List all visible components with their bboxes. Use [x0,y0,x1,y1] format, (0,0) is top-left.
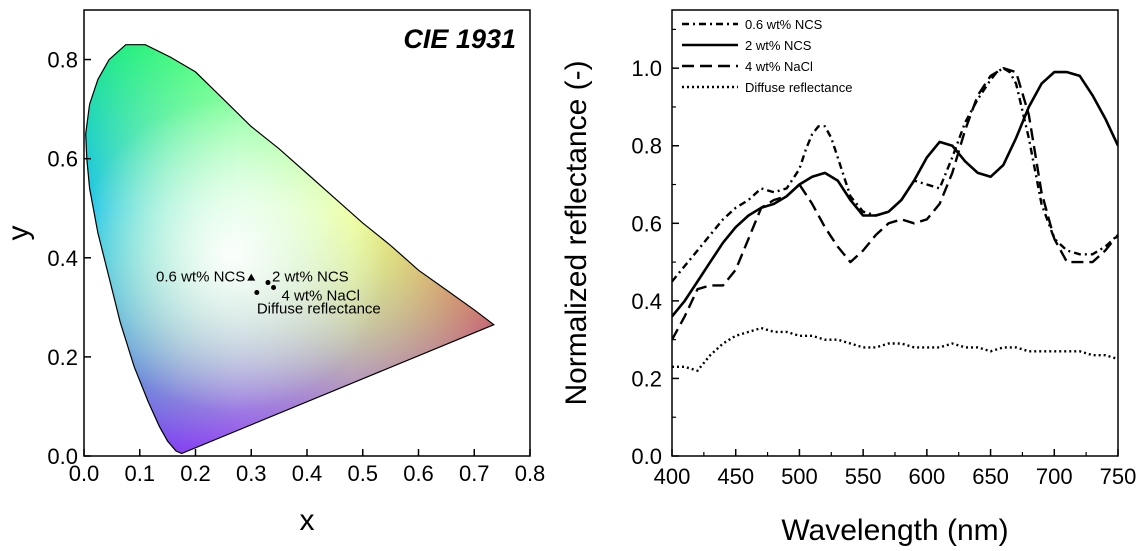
series-lines [672,67,1118,372]
left-x-tick-label: 0.5 [347,461,378,486]
right-x-tick-label: 450 [717,464,754,489]
left-ticks: 0.0 0.1 0.2 0.3 0.4 0.5 0.6 0.7 0.8 0.0 0.2 0.4 0.6 0… [47,48,545,486]
series-line [672,326,1118,372]
chromaticity-point-label: 0.6 wt% NCS [156,269,245,286]
chromaticity-point-label: Diffuse reflectance [257,300,381,317]
legend-label: Diffuse reflectance [745,80,852,95]
left-x-tick-label: 0.1 [124,461,155,486]
left-x-tick-label: 0.7 [459,461,490,486]
left-y-tick-label: 0.4 [47,246,78,271]
right-x-tick-label: 500 [781,464,818,489]
chromaticity-point [265,280,271,286]
legend: 0.6 wt% NCS 2 wt% NCS 4 wt% NaCl Diffuse re… [682,17,852,95]
right-y-axis-label: Normalized reflectance (-) [560,60,593,405]
right-x-tick-label: 750 [1100,464,1137,489]
chromaticity-point [247,273,256,281]
right-x-tick-label: 400 [654,464,691,489]
legend-label: 4 wt% NaCl [745,59,813,74]
right-x-tick-label: 700 [1036,464,1073,489]
series-line [672,67,1118,283]
cie-panel: 0.0 0.1 0.2 0.3 0.4 0.5 0.6 0.7 0.8 0.0 0.2 0.4 0.6 0… [2,9,545,537]
series-line [672,67,1118,341]
left-y-tick-label: 0.6 [47,147,78,172]
legend-label: 0.6 wt% NCS [745,17,823,32]
right-x-tick-label: 600 [908,464,945,489]
right-x-tick-label: 650 [972,464,1009,489]
reflectance-panel: 400 450 500 550 600 650 700 750 0.0 0.2 0.4 0.6 0.8 1… [560,9,1137,547]
legend-label: 2 wt% NCS [745,38,812,53]
chromaticity-point-label: 2 wt% NCS [272,269,349,286]
left-y-tick-label: 0.8 [47,48,78,73]
left-y-axis-label: y [2,226,35,241]
left-y-tick-label: 0.0 [47,444,78,469]
left-y-tick-label: 0.2 [47,345,78,370]
right-y-tick-label: 0.0 [631,444,662,469]
left-x-tick-label: 0.0 [69,461,100,486]
right-y-tick-label: 0.2 [631,366,662,391]
chromaticity-point [271,285,277,291]
right-ticks: 400 450 500 550 600 650 700 750 0.0 0.2 0.4 0.6 0.8 1… [631,28,1137,489]
right-x-axis-label: Wavelength (nm) [781,514,1008,547]
right-y-tick-label: 0.8 [631,134,662,159]
spectral-locus [85,44,495,455]
left-x-tick-label: 0.6 [403,461,434,486]
right-y-tick-label: 0.6 [631,211,662,236]
left-x-tick-label: 0.8 [515,461,546,486]
left-x-tick-label: 0.2 [180,461,211,486]
right-x-tick-label: 550 [845,464,882,489]
left-plot-title: CIE 1931 [403,24,516,54]
series-line [672,70,1118,318]
chromaticity-point-label: 4 wt% NaCl [282,288,360,305]
right-y-tick-label: 1.0 [631,56,662,81]
left-x-axis-label: x [300,504,315,537]
chromaticity-point [254,289,260,295]
left-x-tick-label: 0.4 [292,461,323,486]
left-x-tick-label: 0.3 [236,461,267,486]
chromaticity-fill [85,44,494,454]
right-y-tick-label: 0.4 [631,289,662,314]
